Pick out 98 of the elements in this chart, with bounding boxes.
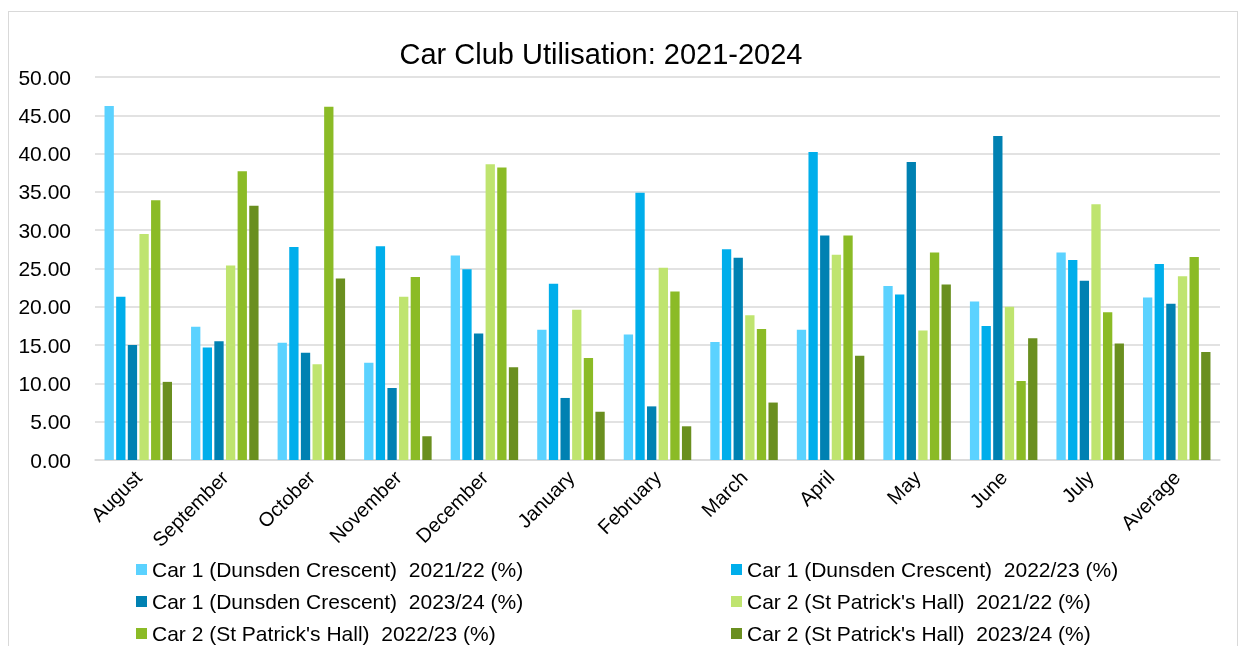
bar [1028,338,1038,460]
bar [1056,252,1066,460]
y-tick-label: 0.00 [30,448,71,472]
y-tick-label: 40.00 [18,142,71,166]
bar [1004,306,1015,460]
bar [981,325,991,460]
bar [1189,257,1199,460]
x-tick-label: May [882,466,925,509]
legend-label: Car 2 (St Patrick's Hall) 2023/24 (%) [747,622,1091,645]
chart-title: Car Club Utilisation: 2021-2024 [399,37,803,70]
bar [104,106,114,460]
bar [647,406,657,460]
legend-label: Car 2 (St Patrick's Hall) 2022/23 (%) [152,622,496,645]
y-tick-label: 35.00 [18,180,71,204]
legend-label: Car 1 (Dunsden Crescent) 2021/22 (%) [152,558,524,581]
bar [710,342,720,460]
bar [249,205,259,460]
bar [993,135,1003,460]
bar [289,247,299,460]
bar [237,171,247,460]
bar [300,352,311,460]
y-tick-label: 25.00 [18,257,71,280]
bar [635,192,645,460]
bar [572,309,582,460]
bar [1201,351,1211,460]
bar [151,200,161,460]
bar [595,411,605,460]
bar [929,252,940,460]
bar [225,265,236,460]
y-tick-label: 10.00 [18,371,71,395]
bar [422,436,432,460]
bar [399,296,409,460]
bar [1068,260,1078,460]
bar [202,347,213,460]
bar [941,284,951,460]
x-tick-label: July [1057,466,1098,507]
bar [808,152,818,460]
bar [623,334,634,460]
bar [855,355,865,460]
bar [312,364,322,460]
bar [1114,343,1124,460]
y-tick-label: 30.00 [18,218,71,242]
bar [214,341,224,460]
bar [721,249,732,460]
bar [883,286,893,460]
bar [485,164,495,460]
bar [895,294,905,460]
bar [918,330,928,460]
bar [906,162,916,460]
bar [450,255,460,460]
y-tick-label: 45.00 [18,103,71,127]
bar [670,291,680,460]
bar [162,381,173,460]
bar [843,235,853,460]
bar [537,329,547,460]
legend-label: Car 1 (Dunsden Crescent) 2022/23 (%) [747,558,1119,581]
bar [560,397,570,460]
bar [1016,381,1026,460]
bar [508,367,519,460]
bar [1154,263,1164,460]
bar [681,426,692,460]
legend-label: Car 1 (Dunsden Crescent) 2023/24 (%) [152,590,524,613]
bar [796,329,807,460]
bar [733,257,743,460]
bar [745,315,755,460]
legend-label: Car 2 (St Patrick's Hall) 2021/22 (%) [747,590,1091,613]
bar [139,234,149,460]
bar [1079,280,1090,460]
bar [820,235,830,460]
bar [658,267,668,460]
y-tick-label: 15.00 [18,333,71,357]
bar [548,283,559,460]
bar [831,254,842,460]
bar [127,345,138,460]
y-tick-label: 20.00 [18,295,71,319]
bar [473,333,484,460]
bar [335,278,346,460]
bar [583,358,594,460]
y-tick-label: 5.00 [30,410,71,434]
bar [969,301,980,460]
bar [191,326,201,460]
bar [1102,312,1113,460]
bar [364,362,374,460]
bar [324,106,334,460]
bar [1142,297,1153,460]
bar [387,388,397,460]
bar [768,402,778,460]
bar [462,269,472,460]
bar [1091,204,1101,460]
bar [375,246,386,460]
bar [497,167,507,460]
bar [277,342,287,460]
y-tick-label: 50.00 [18,65,71,89]
bar [116,296,126,460]
bar [1177,276,1188,460]
bar [410,276,420,460]
bar [1166,303,1176,460]
bar [756,329,767,460]
